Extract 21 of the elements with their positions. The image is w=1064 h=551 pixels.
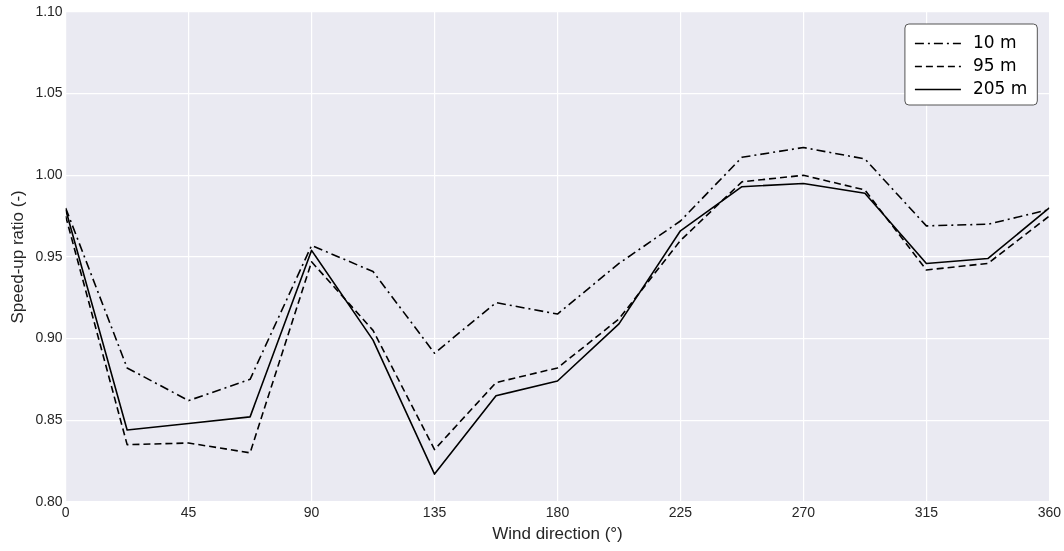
x-tick-label: 135 [422,504,447,521]
legend-label: 10 m [972,31,1017,52]
y-tick-label: 0.85 [35,411,63,428]
x-axis-title: Wind direction (°) [492,524,623,544]
y-tick-label: 1.10 [35,2,63,19]
x-tick-label: 90 [303,504,320,521]
y-tick-label: 1.05 [35,84,63,101]
y-tick-label: 1.00 [35,166,63,183]
y-axis-title: Speed-up ratio (-) [7,190,27,324]
x-tick-label: 45 [180,504,197,521]
x-tick-label: 180 [545,504,570,521]
legend-label: 205 m [972,77,1028,98]
y-tick-label: 0.95 [35,247,63,264]
x-tick-label: 0 [61,504,70,521]
x-tick-label: 360 [1037,504,1062,521]
legend-label: 95 m [972,54,1017,75]
y-tick-label: 0.90 [35,329,63,346]
x-tick-label: 270 [791,504,816,521]
y-tick-label: 0.80 [35,492,63,509]
x-tick-label: 225 [668,504,693,521]
x-tick-label: 315 [914,504,939,521]
